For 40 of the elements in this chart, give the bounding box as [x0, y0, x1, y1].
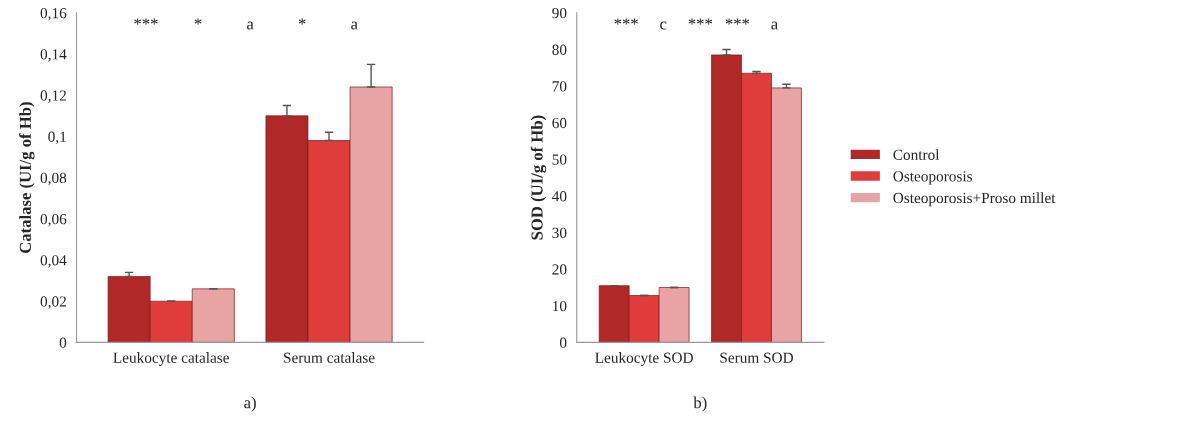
- y-tick-label: 0: [59, 337, 67, 348]
- y-axis-title: Catalase (UI/g of Hb): [19, 102, 35, 253]
- y-tick-label: 0,1: [48, 131, 66, 145]
- y-tick-label: 20: [552, 264, 567, 275]
- y-tick-label: 0,04: [40, 255, 67, 268]
- legend-label: Osteoporosis+Proso millet: [893, 192, 1056, 207]
- y-tick-label: 90: [552, 7, 567, 19]
- annotation: ***: [725, 18, 750, 25]
- y-tick-label: 80: [552, 44, 567, 55]
- annotation: c: [660, 21, 667, 30]
- y-tick-label: 0,08: [40, 172, 67, 186]
- x-axis-title: b): [693, 396, 707, 412]
- annotation: ***: [688, 18, 713, 25]
- y-tick-label: 40: [552, 191, 567, 202]
- y-tick-label: 60: [552, 117, 567, 129]
- legend-label: Osteoporosis: [893, 171, 973, 185]
- annotation: ***: [614, 18, 638, 25]
- x-tick-label: Serum catalase: [284, 352, 375, 363]
- annotation: a: [771, 21, 778, 30]
- legend-label: Control: [893, 149, 940, 160]
- y-axis-title: SOD (UI/g of Hb): [530, 115, 547, 240]
- x-axis-title: a): [244, 396, 256, 412]
- annotation: ***: [134, 18, 158, 25]
- x-tick-label: Serum SOD: [720, 352, 794, 363]
- y-tick-label: 0,12: [40, 90, 66, 103]
- y-tick-label: 30: [552, 227, 567, 238]
- y-tick-label: 70: [552, 81, 567, 92]
- annotation: a: [247, 21, 254, 30]
- y-tick-label: 50: [552, 154, 567, 165]
- annotation: *: [298, 18, 306, 25]
- y-tick-label: 0,16: [40, 7, 67, 21]
- x-tick-label: Leukocyte SOD: [595, 352, 693, 367]
- annotation: a: [351, 21, 358, 30]
- annotation: *: [194, 18, 202, 25]
- y-tick-label: 0,02: [40, 296, 66, 309]
- y-tick-label: 0,06: [40, 213, 67, 227]
- y-tick-label: 0: [559, 337, 567, 348]
- x-tick-label: Leukocyte catalase: [113, 352, 229, 367]
- y-tick-label: 0,14: [40, 49, 67, 62]
- y-tick-label: 10: [553, 300, 567, 312]
